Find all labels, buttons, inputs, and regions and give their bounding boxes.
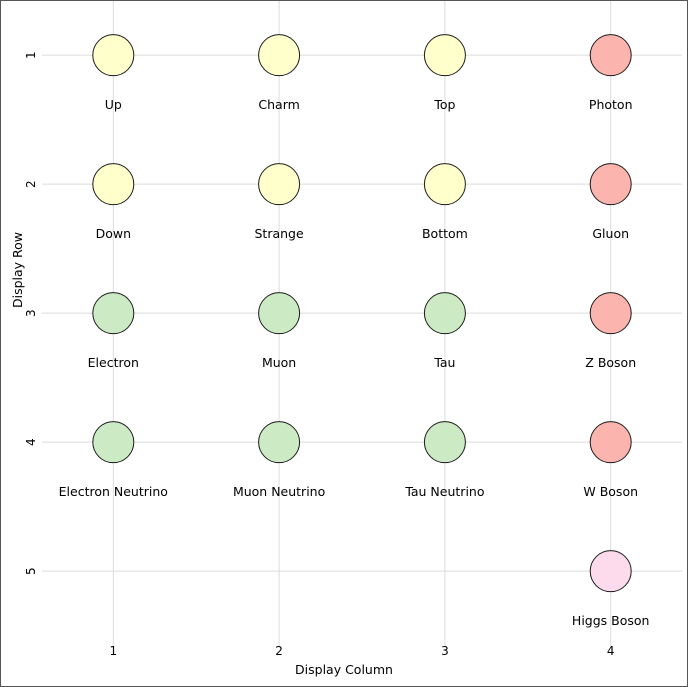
particle-point	[589, 34, 632, 77]
particle-point	[423, 421, 466, 464]
y-tick-label: 4	[24, 438, 38, 446]
particle-label: Electron	[88, 355, 139, 370]
particle-point	[92, 34, 135, 77]
y-axis-title: Display Row	[10, 232, 25, 308]
particle-label: Higgs Boson	[572, 613, 650, 628]
y-tick-label: 3	[24, 309, 38, 317]
particle-point	[423, 34, 466, 77]
particle-label: Up	[105, 97, 122, 112]
particle-label: Tau	[433, 355, 455, 370]
particle-point	[589, 421, 632, 464]
particle-label: Top	[433, 97, 455, 112]
particle-point	[258, 292, 301, 335]
particle-label: Strange	[255, 226, 304, 241]
particle-label: W Boson	[583, 484, 638, 499]
particle-label: Bottom	[422, 226, 468, 241]
particle-point	[258, 34, 301, 77]
tick-labels: 1 2 3 4 1 2 3 4 5	[24, 51, 615, 658]
grid-lines	[42, 1, 682, 646]
particle-point	[589, 550, 632, 593]
particle-label: Electron Neutrino	[59, 484, 168, 499]
x-tick-label: 3	[441, 644, 449, 658]
particle-point	[258, 421, 301, 464]
particle-point	[92, 292, 135, 335]
particle-label: Muon Neutrino	[233, 484, 325, 499]
y-tick-label: 2	[24, 180, 38, 188]
particle-label: Down	[96, 226, 131, 241]
x-tick-label: 1	[109, 644, 117, 658]
particle-point	[423, 163, 466, 206]
particle-label: Tau Neutrino	[404, 484, 484, 499]
particle-label: Charm	[258, 97, 299, 112]
particle-label: Photon	[589, 97, 633, 112]
x-tick-label: 2	[275, 644, 283, 658]
particle-label: Muon	[262, 355, 296, 370]
particle-point	[92, 421, 135, 464]
y-tick-label: 1	[24, 51, 38, 59]
y-tick-label: 5	[24, 567, 38, 575]
data-points: Up Charm Top Photon Down Strange Bottom Gluon El…	[59, 34, 650, 628]
particle-label: Z Boson	[585, 355, 636, 370]
particle-label: Gluon	[592, 226, 629, 241]
particle-point	[423, 292, 466, 335]
particle-point	[589, 163, 632, 206]
particle-point	[258, 163, 301, 206]
particle-point	[589, 292, 632, 335]
particle-point	[92, 163, 135, 206]
x-axis-title: Display Column	[295, 662, 393, 677]
x-tick-label: 4	[607, 644, 615, 658]
